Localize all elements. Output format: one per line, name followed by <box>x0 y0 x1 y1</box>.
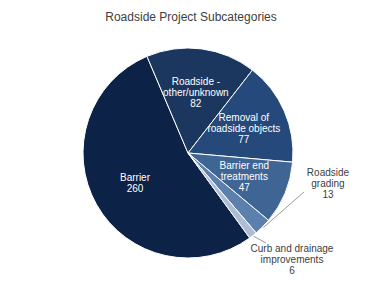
chart: Roadside Project Subcategories Barrier260… <box>0 0 382 289</box>
value-label: 82 <box>190 98 202 109</box>
pie <box>83 48 293 258</box>
data-labels: Barrier260 Roadside -other/unknown82 Remov… <box>120 76 350 276</box>
title: Roadside Project Subcategories <box>105 10 276 24</box>
leader-line <box>263 192 304 228</box>
leader-line <box>254 236 266 243</box>
category-label: Curb and drainageimprovements <box>251 243 334 265</box>
value-label: 6 <box>289 265 295 276</box>
category-label: Barrier endtreatments <box>220 160 269 182</box>
category-label: Roadsidegrading <box>307 167 350 189</box>
slice <box>188 153 269 233</box>
category-label: Removal ofroadside objects <box>207 112 280 134</box>
value-label: 77 <box>238 134 250 145</box>
value-label: 260 <box>127 183 144 194</box>
value-label: 13 <box>322 189 334 200</box>
value-label: 47 <box>239 182 251 193</box>
category-label: Barrier <box>120 172 151 183</box>
category-label: Roadside -other/unknown <box>163 76 229 98</box>
